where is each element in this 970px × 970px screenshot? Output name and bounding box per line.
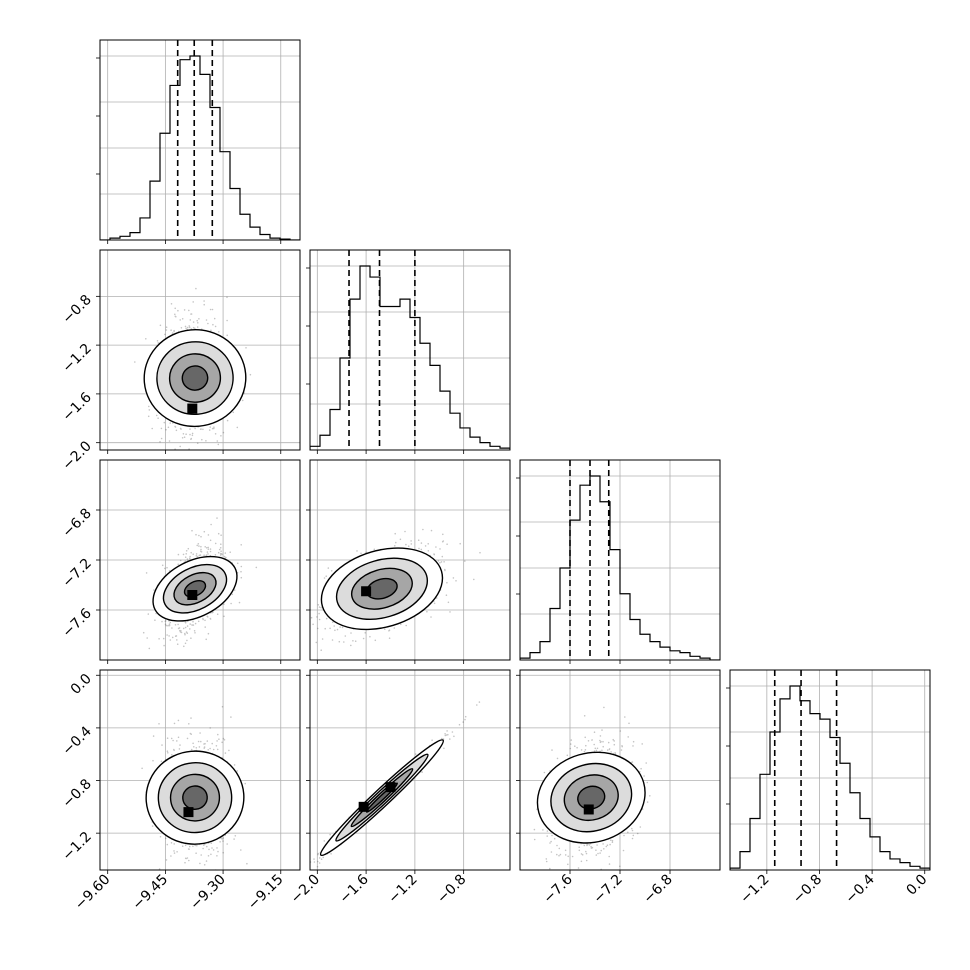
x-tick-label: −6.8 [640,872,675,907]
x-tick-label: −0.8 [434,872,469,907]
density-peak [930,804,940,814]
y-tick-label: −0.8 [59,776,94,811]
x-tick-label: −1.2 [737,872,772,907]
panel-3-0: −9.60 −9.45 −9.30 −9.15 −1.2 −0.8 −0.4 0.0 [59,669,940,914]
density-peak [385,782,396,793]
y-tick-label: −1.2 [59,829,94,864]
y-tick-label: −7.6 [59,605,94,640]
density-contour [182,785,208,810]
panel-3-3: −1.2 −0.8 −0.4 0.0 [726,669,931,907]
axes-frame [99,249,301,451]
x-tick-label: −1.6 [337,871,372,906]
panel-1-1 [306,249,511,454]
panel-2-2 [516,459,721,664]
x-tick-label: −7.2 [590,872,625,907]
density-peak [183,807,194,818]
x-tick-label: −0.4 [843,871,878,906]
panel-2-0: −7.6 −7.2 −6.8 [59,459,301,664]
x-tick-label: −9.15 [245,872,287,914]
density-contour [181,365,209,391]
axes-frame [309,669,511,871]
panel-1-0: −2.0 −1.6 −1.2 −0.8 [59,249,301,474]
axes-frame [309,249,511,451]
y-tick-label: −6.8 [59,506,94,541]
x-tick-label: −9.45 [130,872,172,914]
histogram-step [100,55,300,240]
density-peak [361,586,372,597]
y-tick-label: −7.2 [59,556,94,591]
x-tick-label: 0.0 [904,872,931,899]
x-tick-label: −1.2 [385,872,420,907]
x-tick-label: −2.0 [288,872,323,907]
y-tick-label: −0.8 [59,292,94,327]
axes-frame [99,669,301,871]
panel-3-2: −7.6 −7.2 −6.8 [341,669,721,907]
y-tick-label: −0.4 [59,723,94,758]
y-tick-label: −1.6 [59,389,94,424]
density-peak [187,590,198,600]
histogram-step [310,265,510,450]
x-tick-label: −7.6 [540,871,575,906]
density-peak [341,807,351,817]
axes-frame [729,669,931,871]
density-peak [187,403,198,414]
x-tick-label: −9.60 [72,872,114,914]
y-tick-label: 0.0 [68,671,95,698]
x-tick-label: −9.30 [187,872,229,914]
density-contour [577,785,606,810]
panel-2-1 [306,459,511,664]
density-peak [358,801,369,812]
histogram-step [730,685,930,870]
x-tick-label: −0.8 [790,872,825,907]
panel-0-0 [96,39,301,244]
y-tick-label: −1.2 [59,341,94,376]
histogram-step [520,475,720,660]
y-tick-label: −2.0 [59,438,94,473]
density-peak [583,804,594,815]
axes-frame [99,39,301,241]
